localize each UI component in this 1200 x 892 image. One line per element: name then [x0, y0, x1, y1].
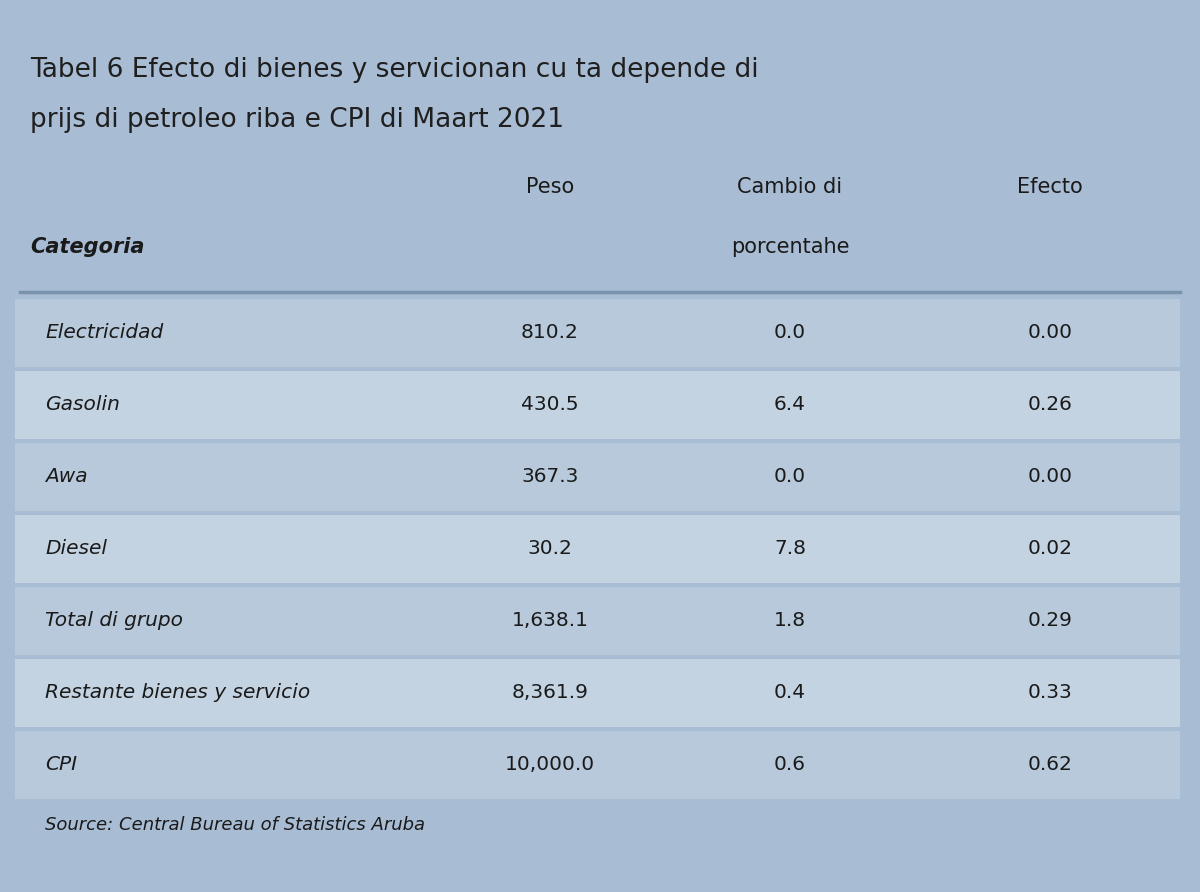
FancyBboxPatch shape	[14, 731, 1180, 799]
Text: 1,638.1: 1,638.1	[511, 612, 588, 631]
Text: 430.5: 430.5	[521, 395, 578, 415]
Text: 0.62: 0.62	[1027, 756, 1073, 774]
FancyBboxPatch shape	[14, 515, 1180, 583]
FancyBboxPatch shape	[14, 443, 1180, 511]
Text: Diesel: Diesel	[46, 540, 107, 558]
Text: Gasolin: Gasolin	[46, 395, 120, 415]
Text: Tabel 6 Efecto di bienes y servicionan cu ta depende di: Tabel 6 Efecto di bienes y servicionan c…	[30, 57, 758, 83]
Text: Cambio di: Cambio di	[738, 177, 842, 197]
Text: 10,000.0: 10,000.0	[505, 756, 595, 774]
Text: 6.4: 6.4	[774, 395, 806, 415]
Text: 0.6: 0.6	[774, 756, 806, 774]
Text: 0.0: 0.0	[774, 467, 806, 486]
Text: 0.00: 0.00	[1027, 467, 1073, 486]
Text: 0.29: 0.29	[1027, 612, 1073, 631]
Text: 0.26: 0.26	[1027, 395, 1073, 415]
Text: 0.00: 0.00	[1027, 324, 1073, 343]
Text: porcentahe: porcentahe	[731, 237, 850, 257]
Text: 7.8: 7.8	[774, 540, 806, 558]
FancyBboxPatch shape	[14, 659, 1180, 727]
Text: Efecto: Efecto	[1018, 177, 1082, 197]
FancyBboxPatch shape	[14, 299, 1180, 367]
Text: prijs di petroleo riba e CPI di Maart 2021: prijs di petroleo riba e CPI di Maart 20…	[30, 107, 564, 133]
Text: Restante bienes y servicio: Restante bienes y servicio	[46, 683, 311, 703]
Text: 0.0: 0.0	[774, 324, 806, 343]
FancyBboxPatch shape	[14, 371, 1180, 439]
Text: Source: Central Bureau of Statistics Aruba: Source: Central Bureau of Statistics Aru…	[46, 816, 425, 834]
Text: 0.4: 0.4	[774, 683, 806, 703]
Text: Electricidad: Electricidad	[46, 324, 163, 343]
Text: Categoria: Categoria	[30, 237, 144, 257]
Text: Total di grupo: Total di grupo	[46, 612, 182, 631]
Text: Awa: Awa	[46, 467, 88, 486]
FancyBboxPatch shape	[14, 587, 1180, 655]
Text: CPI: CPI	[46, 756, 77, 774]
Text: 810.2: 810.2	[521, 324, 578, 343]
Text: 0.02: 0.02	[1027, 540, 1073, 558]
Text: Peso: Peso	[526, 177, 574, 197]
Text: 0.33: 0.33	[1027, 683, 1073, 703]
Text: 8,361.9: 8,361.9	[511, 683, 588, 703]
Text: 1.8: 1.8	[774, 612, 806, 631]
Text: 30.2: 30.2	[528, 540, 572, 558]
Text: 367.3: 367.3	[521, 467, 578, 486]
